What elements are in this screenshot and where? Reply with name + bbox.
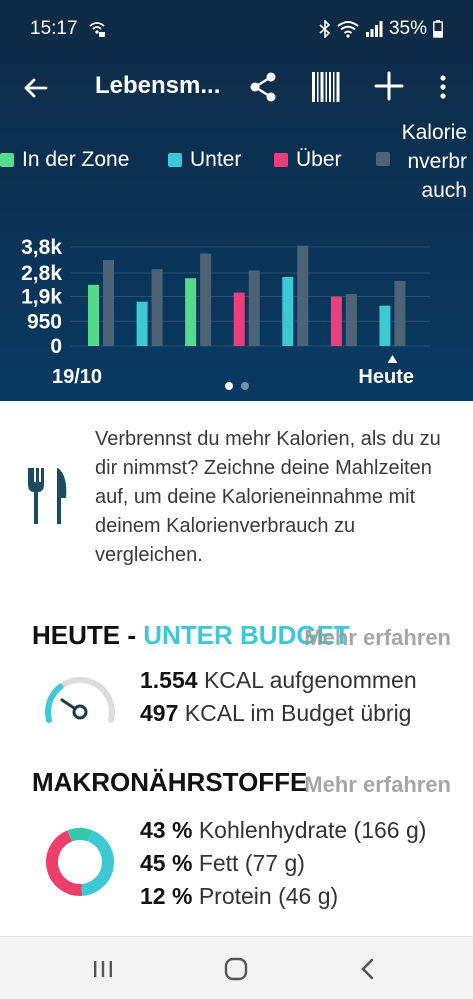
app-bar: Lebensm...	[0, 60, 473, 114]
donut-slice	[46, 830, 83, 896]
battery-percent: 35%	[388, 18, 427, 39]
today-more-link[interactable]: Mehr erfahren	[304, 625, 451, 650]
back-icon[interactable]	[353, 955, 383, 983]
battery-icon	[433, 20, 443, 38]
bar-intake	[379, 305, 391, 346]
wifi-icon	[337, 21, 359, 38]
bar-burned	[248, 270, 260, 346]
macro-protein-percent: 12 %	[140, 883, 193, 909]
bar-intake	[185, 278, 197, 346]
legend-swatch-over	[274, 153, 288, 167]
y-tick-label: 950	[27, 310, 62, 333]
share-icon[interactable]	[248, 70, 278, 104]
pager-dot	[241, 382, 249, 390]
recent-apps-icon[interactable]	[88, 955, 118, 983]
today-status: UNTER BUDGET	[143, 620, 350, 650]
legend-under: Unter	[168, 148, 241, 172]
y-tick-label: 2,8k	[21, 262, 62, 285]
x-label-start: 19/10	[52, 366, 102, 388]
today-heading-prefix: HEUTE -	[32, 620, 144, 650]
remaining-label: KCAL im Budget übrig	[184, 700, 412, 726]
bar-burned	[151, 269, 163, 346]
remaining-value: 497	[140, 700, 179, 726]
legend-swatch-in-zone	[0, 153, 14, 167]
status-bar: 15:17 35%	[0, 0, 473, 60]
gauge-hub	[72, 704, 88, 720]
macros-donut	[46, 828, 114, 896]
consumed-label: KCAL aufgenommen	[203, 667, 417, 693]
chart-legend: In der Zone Unter Über Kalorie nverbr au…	[0, 118, 473, 208]
macros-more-link[interactable]: Mehr erfahren	[304, 772, 451, 797]
macros-heading: MAKRONÄHRSTOFFE	[32, 767, 308, 797]
donut-slice	[81, 830, 114, 896]
consumed-value: 1.554	[140, 667, 198, 693]
macro-fat: 45 % Fett (77 g)	[140, 850, 305, 877]
macro-fat-percent: 45 %	[140, 850, 193, 876]
more-vert-icon[interactable]	[432, 70, 454, 104]
bluetooth-icon	[319, 20, 331, 38]
macro-protein: 12 % Protein (46 g)	[140, 883, 338, 910]
legend-over: Über	[274, 148, 342, 172]
x-label-end: Heute	[358, 366, 414, 388]
legend-swatch-burned	[376, 152, 390, 166]
plus-icon[interactable]	[372, 69, 406, 103]
legend-under-label: Unter	[190, 148, 242, 171]
header-region: 15:17 35%	[0, 0, 473, 401]
donut-slice	[67, 828, 93, 842]
signal-icon	[365, 21, 383, 37]
legend-in-zone-label: In der Zone	[22, 148, 130, 171]
bar-burned	[345, 293, 357, 346]
y-tick-label: 3,8k	[21, 236, 62, 259]
bar-burned	[297, 245, 309, 346]
home-icon[interactable]	[221, 955, 251, 983]
consumed-stat: 1.554 KCAL aufgenommen	[140, 667, 417, 694]
bar-burned	[200, 253, 212, 346]
wifi-calling-icon	[89, 22, 105, 37]
budget-gauge	[45, 677, 115, 723]
remaining-stat: 497 KCAL im Budget übrig	[140, 700, 411, 727]
status-icons: 35%	[319, 18, 443, 40]
back-arrow-icon[interactable]	[18, 70, 54, 106]
y-tick-label: 0	[50, 335, 62, 358]
bar-burned	[394, 280, 406, 346]
tip-card: Verbrennst du mehr Kalorien, als du zu d…	[0, 401, 473, 581]
system-nav-bar	[0, 936, 473, 999]
macro-carbs-percent: 43 %	[140, 817, 193, 843]
y-tick-label: 1,9k	[21, 286, 62, 309]
page-title: Lebensm...	[95, 72, 221, 99]
macro-fat-label: Fett (77 g)	[198, 850, 305, 876]
macro-protein-label: Protein (46 g)	[198, 883, 339, 909]
macro-carbs-label: Kohlenhydrate (166 g)	[198, 817, 427, 843]
status-time: 15:17	[30, 18, 78, 39]
bar-intake	[330, 296, 342, 346]
fork-knife-icon	[28, 468, 67, 524]
today-heading: HEUTE - UNTER BUDGET	[32, 620, 350, 651]
calorie-chart[interactable]: 3,8k 2,8k 1,9k 950 0 19/10 Heute	[0, 225, 473, 400]
today-marker	[387, 355, 398, 363]
bar-intake	[136, 301, 148, 346]
legend-over-label: Über	[296, 148, 342, 171]
bar-intake	[233, 292, 245, 346]
legend-burned-label: Kalorie nverbr auch	[401, 121, 467, 202]
bar-intake	[282, 276, 294, 346]
legend-in-zone: In der Zone	[0, 148, 129, 172]
bar-burned	[103, 260, 114, 346]
legend-swatch-under	[168, 153, 182, 167]
pager-dot	[225, 382, 233, 390]
bar-intake	[88, 284, 99, 346]
gauge-fill	[45, 683, 64, 723]
macro-carbs: 43 % Kohlenhydrate (166 g)	[140, 817, 426, 844]
barcode-icon[interactable]	[312, 72, 340, 102]
tip-text: Verbrennst du mehr Kalorien, als du zu d…	[95, 428, 441, 566]
